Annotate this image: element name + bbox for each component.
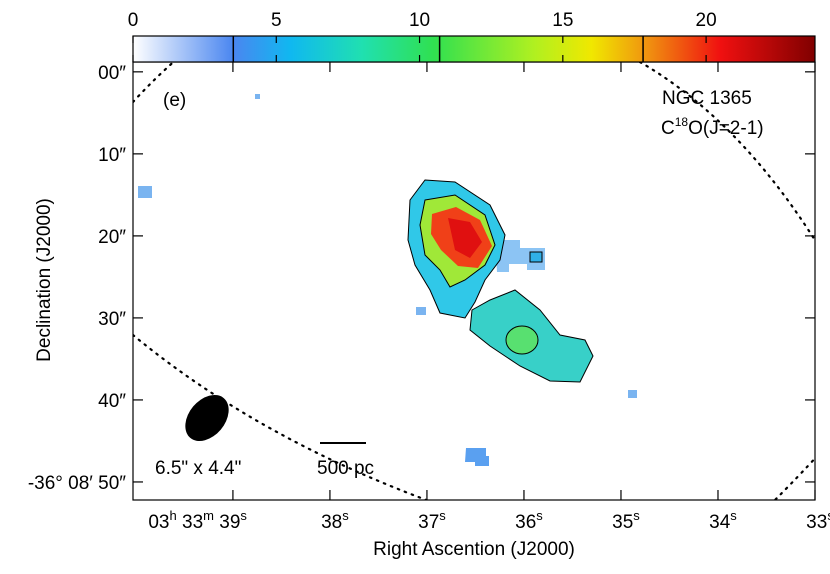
y-tick-label: 20″ — [98, 227, 126, 248]
x-tick-label-unit: s — [240, 508, 247, 523]
x-tick-label: 34s — [709, 508, 737, 533]
x-tick-label-unit: h — [170, 508, 177, 523]
colorbar-tick-label: 0 — [128, 10, 139, 31]
x-tick-label-unit: s — [342, 508, 349, 523]
x-tick-label-value: 37 — [418, 512, 439, 533]
y-tick-label: 40″ — [98, 391, 126, 412]
colorbar-tick-label: 15 — [552, 10, 573, 31]
beam-label: 6.5" x 4.4" — [155, 458, 241, 479]
x-axis-label: Right Ascention (J2000) — [373, 539, 575, 560]
y-tick-label: 00″ — [98, 63, 126, 84]
colorbar-tick-label: 20 — [696, 10, 717, 31]
x-tick-label: 36s — [515, 508, 543, 533]
x-tick-label-value: 03 — [148, 512, 169, 533]
x-tick-label-value: 35 — [612, 512, 633, 533]
object-label: NGC 1365 — [662, 88, 752, 109]
x-tick-label: 03h 33m 39s — [148, 508, 247, 533]
emission — [138, 94, 637, 466]
x-tick-label-unit: s — [633, 508, 640, 523]
map-image — [133, 62, 815, 500]
colorbar-tick-label: 5 — [271, 10, 282, 31]
beam-ellipse — [185, 394, 229, 442]
x-tick-label-value: 36 — [515, 512, 536, 533]
y-axis-label: Declination (J2000) — [34, 198, 55, 362]
x-tick-label-value: 33 — [177, 512, 203, 533]
x-tick-label-unit: s — [827, 508, 830, 523]
x-tick-label: 38s — [321, 508, 349, 533]
x-tick-label-unit: s — [730, 508, 737, 523]
x-tick-label-value: 33 — [806, 512, 827, 533]
line-sup: 18 — [675, 115, 689, 129]
x-tick-label-value: 34 — [709, 512, 731, 533]
y-tick-label: -36° 08′ 50″ — [28, 473, 126, 494]
x-tick-label-unit: m — [203, 508, 214, 523]
line-suffix: O(J=2-1) — [688, 118, 764, 139]
colorbar-tick-label: 10 — [409, 10, 430, 31]
line-prefix: C — [661, 118, 675, 139]
x-tick-label-value: 38 — [321, 512, 342, 533]
x-tick-label-unit: s — [439, 508, 446, 523]
scale-label: 500 pc — [317, 458, 374, 479]
x-tick-label: 35s — [612, 508, 640, 533]
y-tick-label: 30″ — [98, 309, 126, 330]
x-tick-label: 33s — [806, 508, 830, 533]
y-tick-label: 10″ — [98, 145, 126, 166]
x-tick-label-value: 39 — [214, 512, 240, 533]
panel-label: (e) — [163, 90, 186, 111]
x-tick-label-unit: s — [536, 508, 543, 523]
x-tick-label: 37s — [418, 508, 446, 533]
line-label: C18O(J=2-1) — [661, 115, 764, 139]
colorbar — [132, 35, 816, 63]
